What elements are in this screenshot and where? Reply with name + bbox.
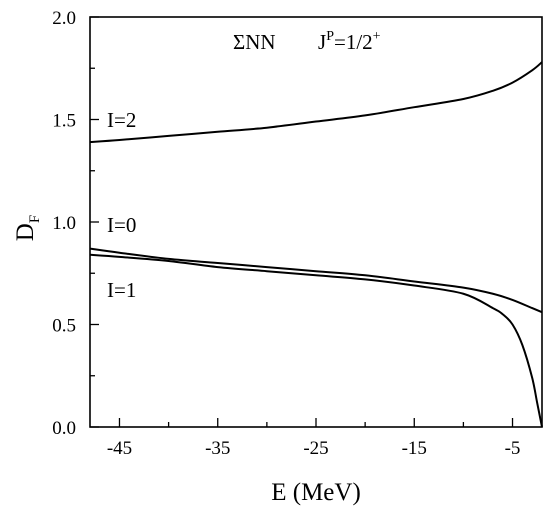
x-tick-label: -5: [505, 438, 521, 459]
jp-sign: +: [373, 29, 381, 44]
y-tick-label: 0.5: [52, 316, 76, 337]
x-tick-label: -25: [303, 438, 328, 459]
plot-frame: [89, 16, 543, 428]
system-label: ΣNN: [233, 30, 276, 54]
y-tick-label: 2.0: [52, 8, 76, 29]
y-tick-label: 0.0: [52, 418, 76, 439]
jp-prefix: J: [318, 30, 326, 54]
curve-i0: [89, 247, 543, 314]
plot-area-border: [89, 16, 543, 428]
y-tick-label: 1.5: [52, 111, 76, 132]
jp-annotation: JP=1/2+: [318, 29, 381, 54]
jp-value: =1/2: [334, 30, 373, 54]
jp-superscript: P: [326, 29, 334, 44]
y-axis-title-main: D: [12, 223, 39, 241]
x-axis-title: E (MeV): [271, 479, 361, 506]
x-tick-label: -15: [402, 438, 427, 459]
x-axis-ticks: -45 -35 -25 -15 -5: [107, 418, 521, 459]
y-axis-title-subscript: F: [27, 215, 43, 223]
system-annotation: ΣNN: [233, 30, 276, 54]
series-label-i1: I=1: [107, 278, 136, 302]
series-label-i0: I=0: [107, 213, 136, 237]
y-tick-label: 1.0: [52, 213, 76, 234]
series-lines: [89, 61, 543, 428]
y-axis-ticks: 0.0 0.5 1.0 1.5 2.0: [52, 8, 99, 439]
series-label-i2: I=2: [107, 108, 136, 132]
curve-i2: [89, 61, 543, 144]
curve-i1: [89, 253, 543, 428]
x-tick-label: -35: [205, 438, 230, 459]
x-tick-label: -45: [107, 438, 132, 459]
y-axis-title: DF: [12, 215, 43, 241]
